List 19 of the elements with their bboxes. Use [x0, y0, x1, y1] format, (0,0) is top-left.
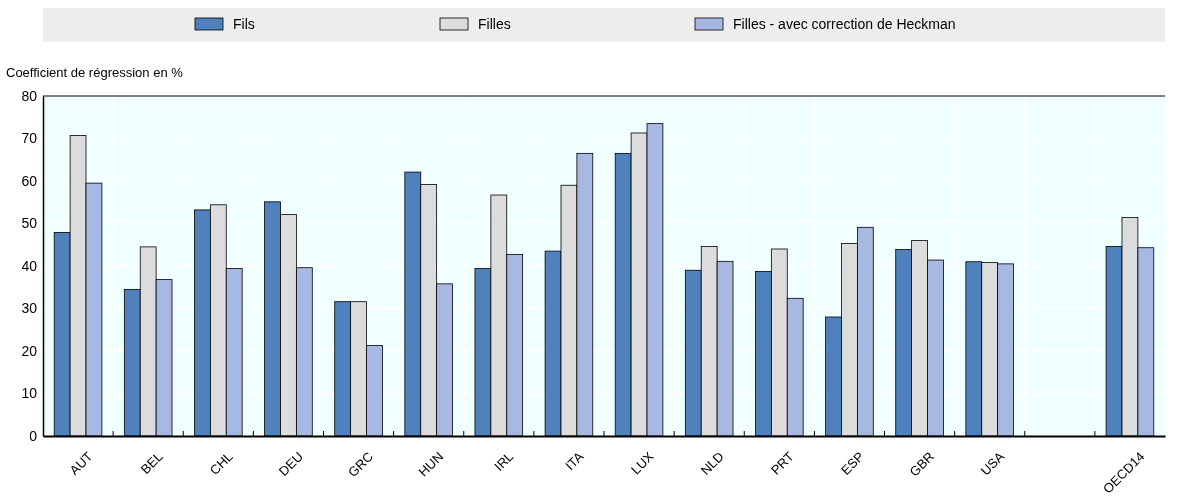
- y-tick-label: 20: [21, 342, 38, 359]
- x-tick-label: IRL: [491, 448, 517, 474]
- legend-label: Filles: [478, 16, 511, 32]
- y-tick-label: 50: [21, 215, 38, 232]
- y-tick-label: 60: [21, 172, 38, 189]
- legend-label: Fils: [233, 16, 255, 32]
- x-tick-label: USA: [977, 448, 1008, 479]
- legend-label: Filles - avec correction de Heckman: [733, 16, 956, 32]
- y-tick-label: 0: [29, 427, 38, 444]
- y-axis-title: Coefficient de régression en %: [6, 65, 184, 80]
- y-tick-label: 70: [21, 130, 38, 147]
- y-tick-label: 40: [21, 257, 38, 274]
- y-tick-label: 10: [21, 385, 38, 402]
- x-tick-label: BEL: [137, 448, 166, 477]
- x-tick-label: NLD: [697, 448, 727, 478]
- x-tick-label: CHL: [206, 448, 236, 478]
- y-tick-label: 80: [21, 87, 38, 104]
- y-tick-label: 30: [21, 300, 38, 317]
- x-tick-label: ITA: [562, 448, 587, 474]
